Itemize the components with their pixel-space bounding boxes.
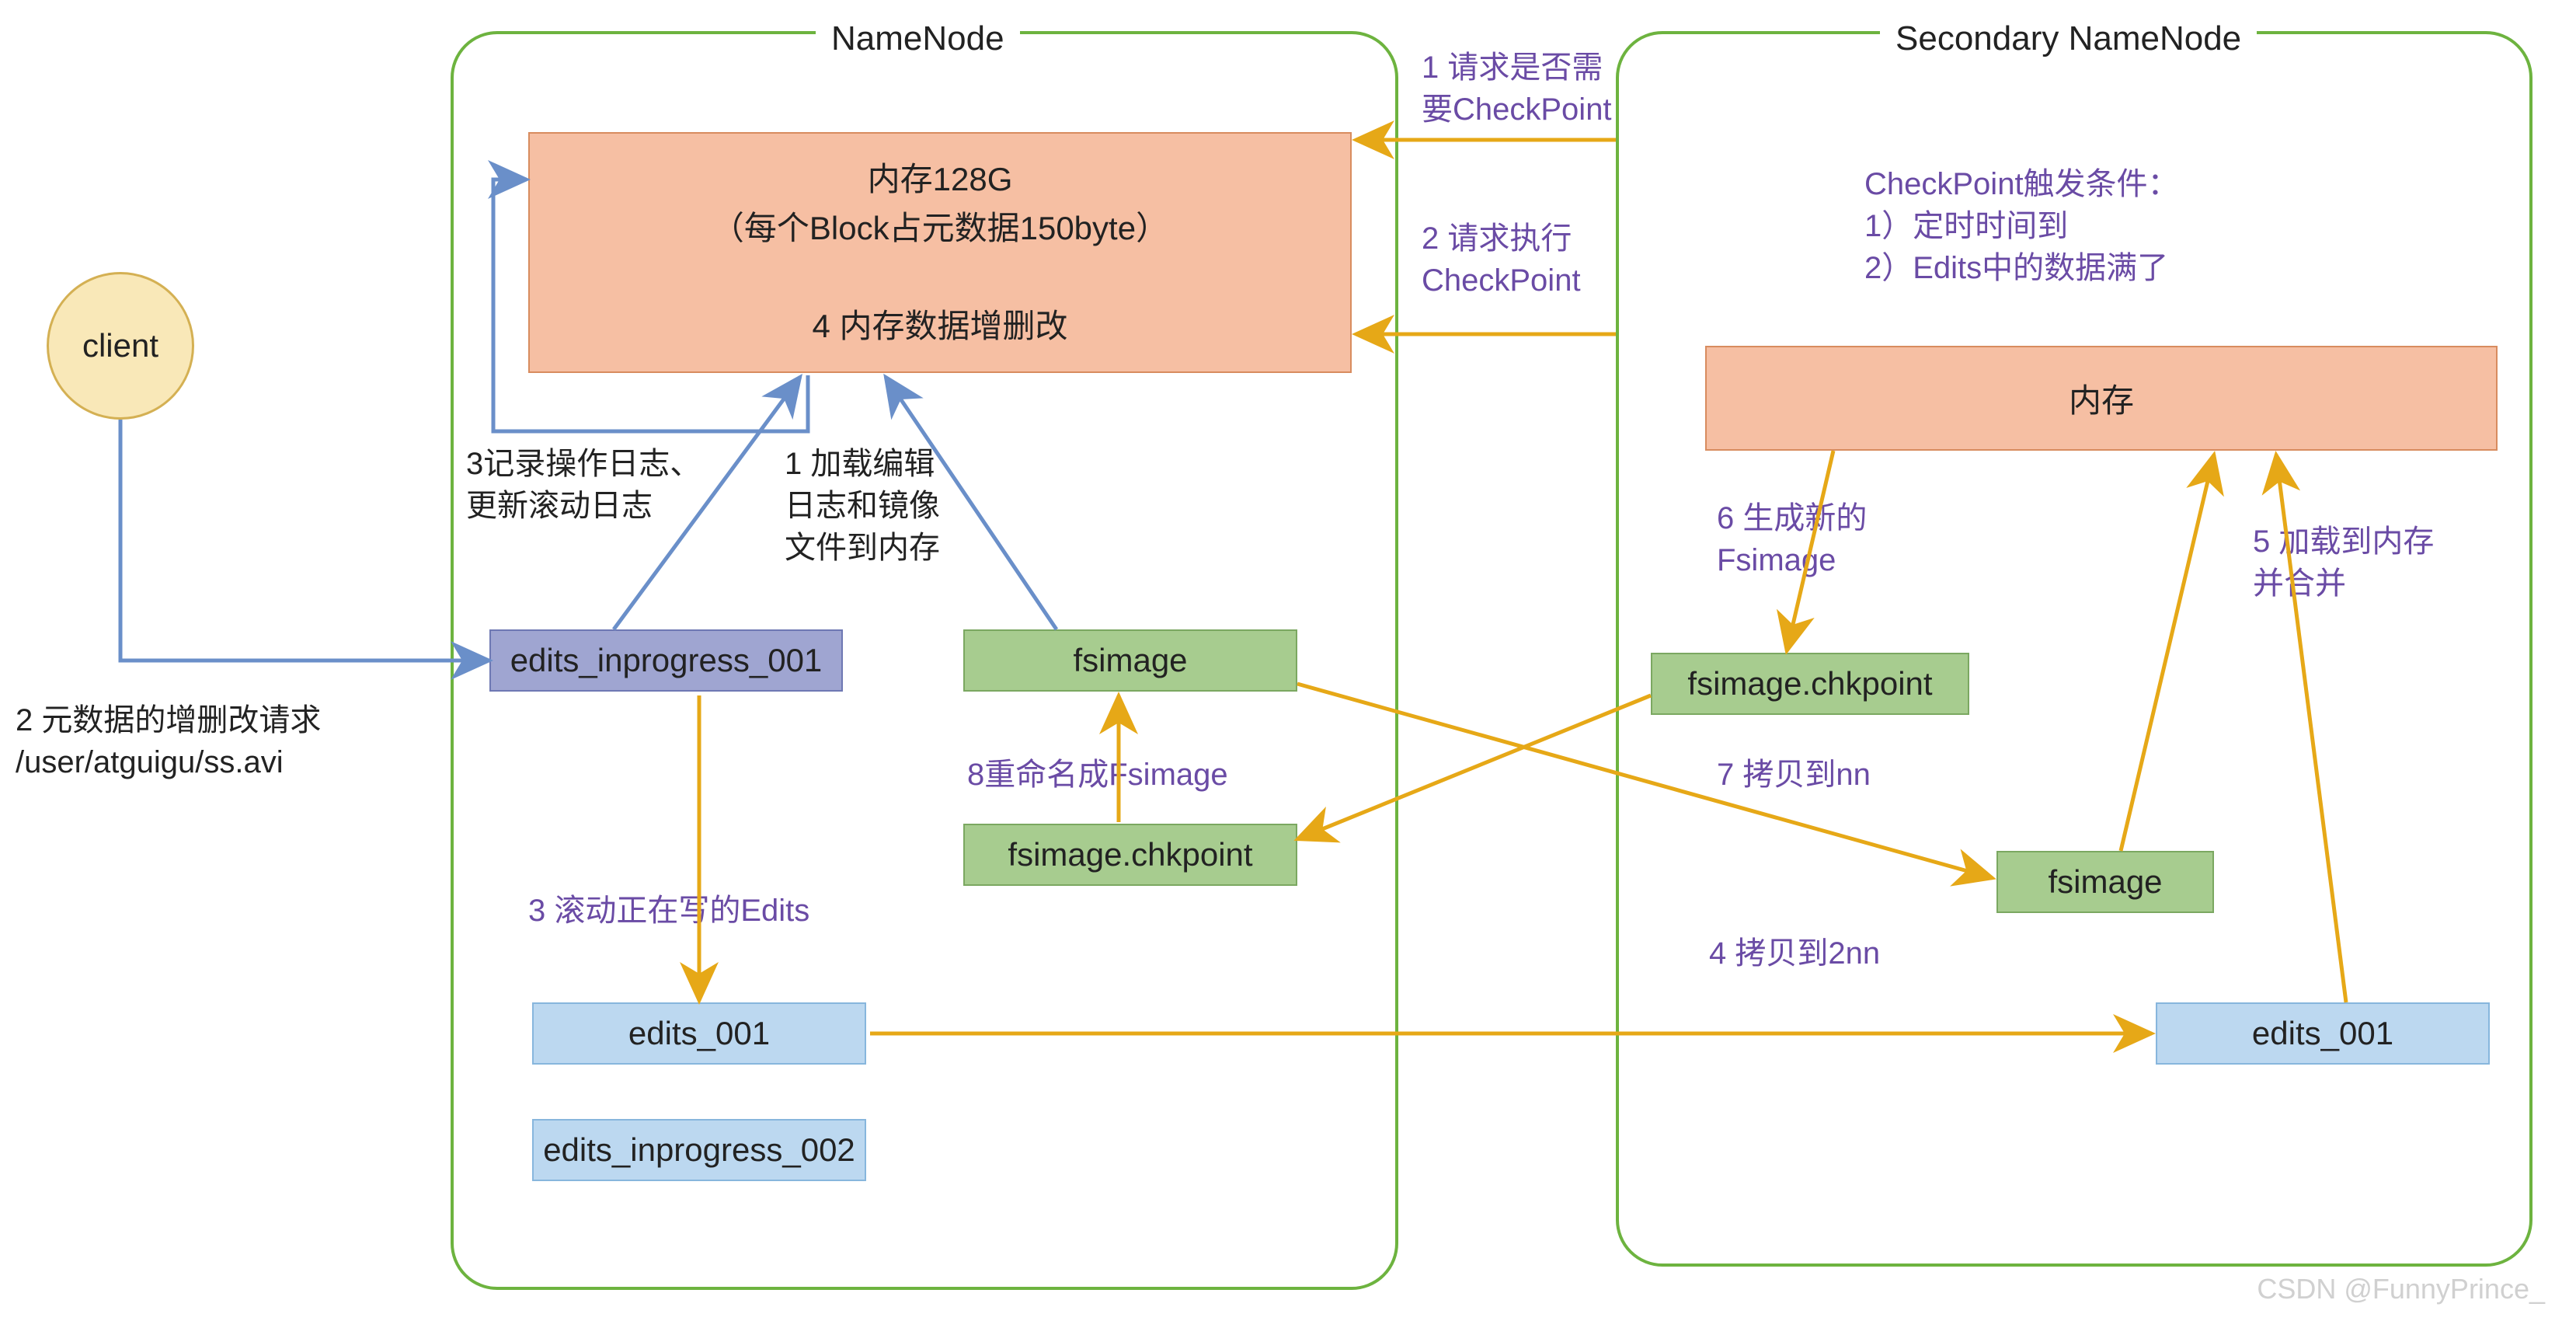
nn-memory-box: 内存128G（每个Block占元数据150byte） 4 内存数据增删改	[528, 132, 1352, 373]
client-node: client	[47, 272, 194, 420]
label-checkpoint-question: 1 请求是否需 要CheckPoint	[1422, 47, 1612, 131]
watermark: CSDN @FunnyPrince_	[2257, 1273, 2545, 1305]
edits-inprogress-001: edits_inprogress_001	[489, 629, 843, 692]
label-load-merge: 5 加载到内存 并合并	[2253, 521, 2434, 605]
fsimage-snn: fsimage	[1996, 851, 2214, 913]
label-checkpoint-trigger: CheckPoint触发条件： 1）定时时间到 2）Edits中的数据满了	[1864, 163, 2179, 289]
label-checkpoint-exec: 2 请求执行 CheckPoint	[1422, 218, 1581, 301]
label-gen-fsimage: 6 生成新的 Fsimage	[1717, 497, 1867, 581]
label-roll-edits: 3 滚动正在写的Edits	[528, 890, 809, 932]
label-copy-2nn: 4 拷贝到2nn	[1709, 932, 1880, 974]
fsimage-chkpoint-snn: fsimage.chkpoint	[1651, 653, 1969, 715]
label-rename-fsimage: 8重命名成Fsimage	[967, 754, 1228, 796]
namenode-title: NameNode	[816, 19, 1020, 58]
edits-001-snn: edits_001	[2156, 1002, 2490, 1065]
fsimage-chkpoint-nn: fsimage.chkpoint	[963, 824, 1297, 886]
client-label: client	[82, 327, 158, 364]
secondary-namenode-title: Secondary NameNode	[1880, 19, 2257, 58]
edits-inprogress-002: edits_inprogress_002	[532, 1119, 866, 1181]
label-meta-request: 2 元数据的增删改请求 /user/atguigu/ss.avi	[16, 699, 321, 783]
edits-001-nn: edits_001	[532, 1002, 866, 1065]
fsimage-nn: fsimage	[963, 629, 1297, 692]
label-copy-nn: 7 拷贝到nn	[1717, 754, 1871, 796]
label-log-ops: 3记录操作日志、 更新滚动日志	[466, 443, 701, 527]
label-load-edit: 1 加载编辑 日志和镜像 文件到内存	[785, 443, 940, 569]
snn-memory-box: 内存	[1705, 346, 2498, 451]
